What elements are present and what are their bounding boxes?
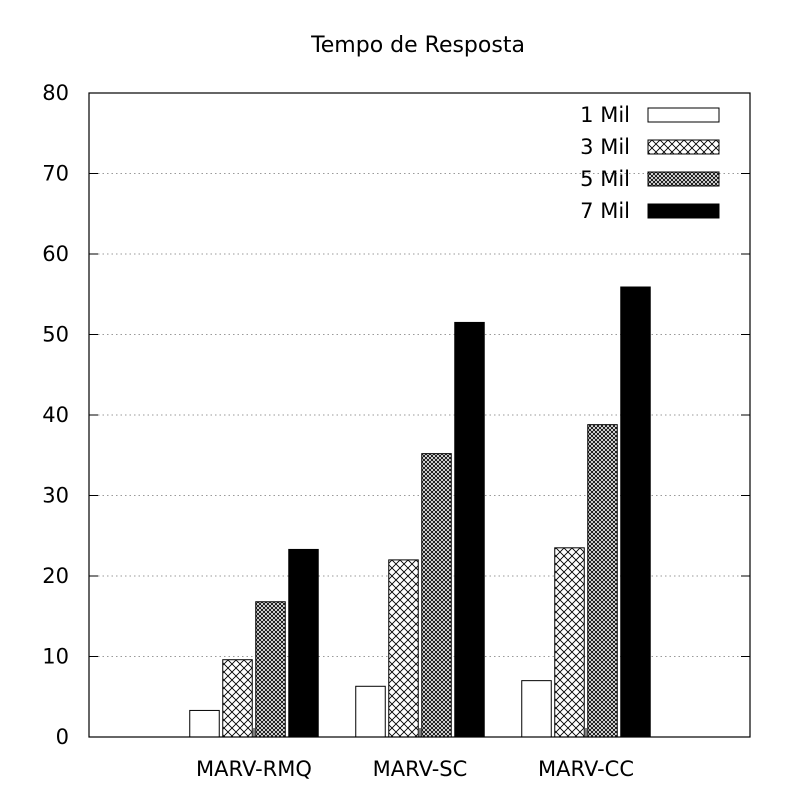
axes: 0 10 20 30 40 50 60 70 80 MARV-RMQ MARV-SC MARV-CC [42, 81, 751, 781]
y-tick-label: 10 [42, 645, 69, 669]
legend-swatch [647, 139, 720, 155]
legend-label: 3 Mil [580, 135, 630, 159]
y-tick-label: 40 [42, 403, 69, 427]
bar [620, 286, 651, 738]
legend-label: 7 Mil [580, 199, 630, 223]
bar [388, 559, 419, 738]
bar [421, 453, 452, 738]
y-tick-label: 60 [42, 242, 69, 266]
legend-label: 5 Mil [580, 167, 630, 191]
x-tick-label: MARV-RMQ [196, 757, 312, 781]
x-tick-label: MARV-CC [538, 757, 634, 781]
legend-swatch [647, 203, 720, 219]
bar [587, 424, 618, 738]
bar [521, 680, 552, 738]
bar [222, 659, 253, 738]
y-tick-label: 70 [42, 162, 69, 186]
bar [255, 601, 286, 738]
y-tick-label: 80 [42, 81, 69, 105]
grid-lines [89, 173, 750, 657]
y-tick-label: 20 [42, 564, 69, 588]
y-tick-label: 30 [42, 484, 69, 508]
legend-label: 1 Mil [580, 103, 630, 127]
legend: 1 Mil 3 Mil 5 Mil 7 Mil [580, 103, 720, 223]
bar [189, 709, 220, 738]
bar [355, 685, 386, 738]
legend-swatch [647, 107, 720, 123]
chart-title: Tempo de Resposta [310, 33, 525, 58]
legend-swatch [647, 171, 720, 187]
bar [554, 547, 585, 738]
y-tick-label: 0 [56, 725, 69, 749]
plot-frame [88, 92, 751, 738]
x-tick-label: MARV-SC [373, 757, 468, 781]
y-tick-label: 50 [42, 323, 69, 347]
bars [189, 286, 651, 738]
bar [454, 321, 485, 738]
bar [288, 548, 319, 738]
